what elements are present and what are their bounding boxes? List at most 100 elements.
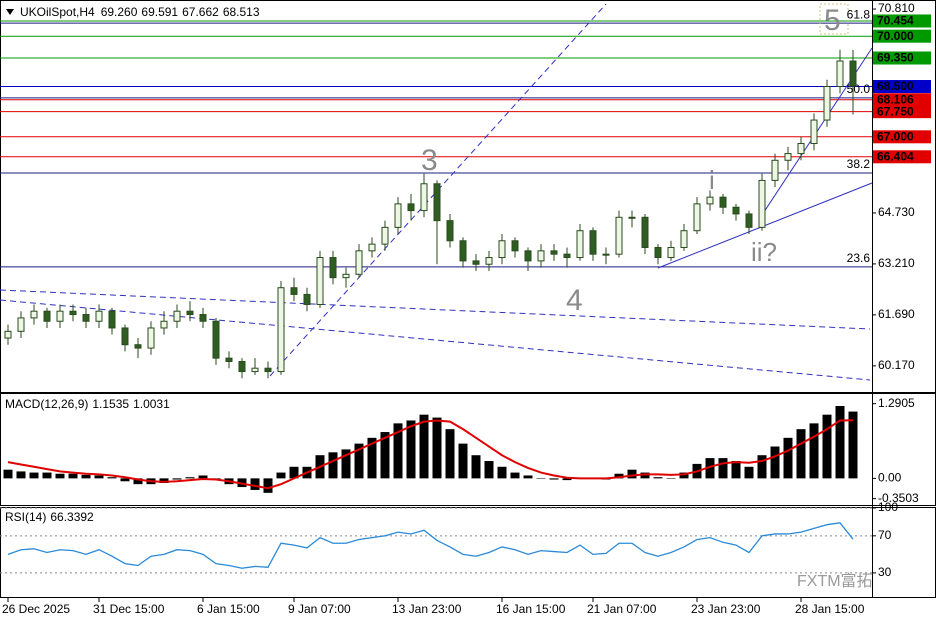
macd-bar	[705, 458, 715, 479]
macd-bar	[120, 478, 130, 482]
macd-bar	[458, 443, 468, 479]
macd-bar	[783, 437, 793, 479]
candle-body	[784, 153, 792, 161]
level-label: 68.500	[877, 79, 914, 93]
macd-bar	[744, 466, 754, 479]
x-tick-label: 23 Jan 23:00	[691, 602, 761, 616]
candle-body	[667, 246, 675, 259]
channel-line	[0, 299, 871, 381]
candle-body	[485, 257, 493, 265]
x-tick-label: 13 Jan 23:00	[392, 602, 462, 616]
candle-body	[693, 203, 701, 232]
macd-bar	[809, 423, 819, 479]
candle-body	[147, 327, 155, 349]
candle-body	[264, 367, 272, 373]
macd-bar	[94, 475, 104, 479]
macd-bar	[510, 472, 520, 479]
ohlc-open: 69.260	[101, 5, 138, 19]
candle-body	[199, 314, 207, 322]
macd-bar	[419, 414, 429, 479]
candle-body	[602, 253, 610, 256]
candle-body	[758, 179, 766, 228]
ohlc-low: 67.662	[182, 5, 219, 19]
candle-body	[290, 287, 298, 295]
y-tick-label: 30	[878, 565, 892, 579]
x-tick-label: 26 Dec 2025	[2, 602, 70, 616]
candle-body	[56, 310, 64, 322]
candle-body	[771, 159, 779, 181]
menu-arrow[interactable]	[6, 9, 14, 15]
y-tick-label: 64.730	[878, 205, 915, 219]
level-box	[873, 14, 931, 28]
macd-bar	[822, 414, 832, 479]
candle-body	[810, 119, 818, 145]
candle-body	[537, 250, 545, 262]
macd-bar	[380, 432, 390, 479]
candle-body	[680, 230, 688, 248]
symbol: UKOilSpot,H4	[20, 5, 95, 19]
signal-line	[7, 419, 854, 490]
macd-bar	[627, 469, 637, 479]
candle-body	[394, 203, 402, 228]
candle-body	[849, 60, 857, 87]
candle-body	[459, 240, 467, 262]
level-label: 69.350	[877, 51, 914, 65]
indicator-value: 1.0031	[133, 397, 170, 411]
level-box	[873, 105, 931, 119]
macd-bar	[3, 469, 13, 479]
macd-bar	[484, 461, 494, 479]
rsi-panel-frame	[0, 507, 936, 598]
candle-body	[641, 216, 649, 248]
fib-label: 38.2	[847, 157, 871, 171]
macd-bar	[29, 472, 39, 479]
candle-body	[706, 196, 714, 205]
selection-box	[819, 3, 849, 35]
candle-body	[316, 257, 324, 305]
candle-body	[225, 357, 233, 362]
candle-body	[589, 230, 597, 255]
candle-body	[121, 327, 129, 346]
x-tick-label: 6 Jan 15:00	[197, 602, 260, 616]
candle-body	[719, 196, 727, 208]
macd-bar	[81, 474, 91, 479]
macd-bar	[341, 449, 351, 479]
header: UKOilSpot,H4 69.260 69.591 67.662 68.513	[20, 5, 260, 19]
macd-bar	[42, 472, 52, 479]
macd-bar	[393, 423, 403, 479]
y-tick-label: 1.2905	[878, 396, 915, 410]
fib-label: 61.8	[847, 7, 871, 21]
x-tick-label: 28 Jan 15:00	[795, 602, 865, 616]
candle-body	[420, 183, 428, 212]
candle-body	[30, 310, 38, 319]
candle-body	[745, 213, 753, 228]
candle-body	[82, 314, 90, 322]
candle-body	[576, 230, 584, 259]
candle-body	[95, 310, 103, 322]
macd-bar	[133, 478, 143, 485]
candle-body	[69, 310, 77, 316]
macd-bar	[718, 458, 728, 479]
candle-body	[407, 203, 415, 212]
candle-body	[17, 317, 25, 332]
macd-bar	[536, 478, 546, 479]
macd-bar	[172, 478, 182, 480]
candle-body	[368, 243, 376, 252]
wave-label: 5	[824, 4, 841, 37]
watermark: FXTM富拓	[797, 572, 873, 590]
macd-bar	[328, 452, 338, 479]
y-tick-label: 70	[878, 528, 892, 542]
macd-bar	[406, 420, 416, 479]
level-box	[873, 80, 931, 94]
x-tick-label: 21 Jan 07:00	[587, 602, 657, 616]
candle-body	[563, 253, 571, 259]
x-tick-label: 9 Jan 07:00	[288, 602, 351, 616]
macd-bar	[497, 466, 507, 479]
macd-bar	[432, 417, 442, 479]
macd-title: MACD(12,26,9) 1.1535 1.0031	[5, 397, 170, 411]
macd-bar	[276, 472, 286, 479]
candle-body	[472, 260, 480, 265]
indicator-name: MACD(12,26,9)	[5, 397, 88, 411]
candle-body	[381, 226, 389, 245]
candle-body	[303, 293, 311, 305]
